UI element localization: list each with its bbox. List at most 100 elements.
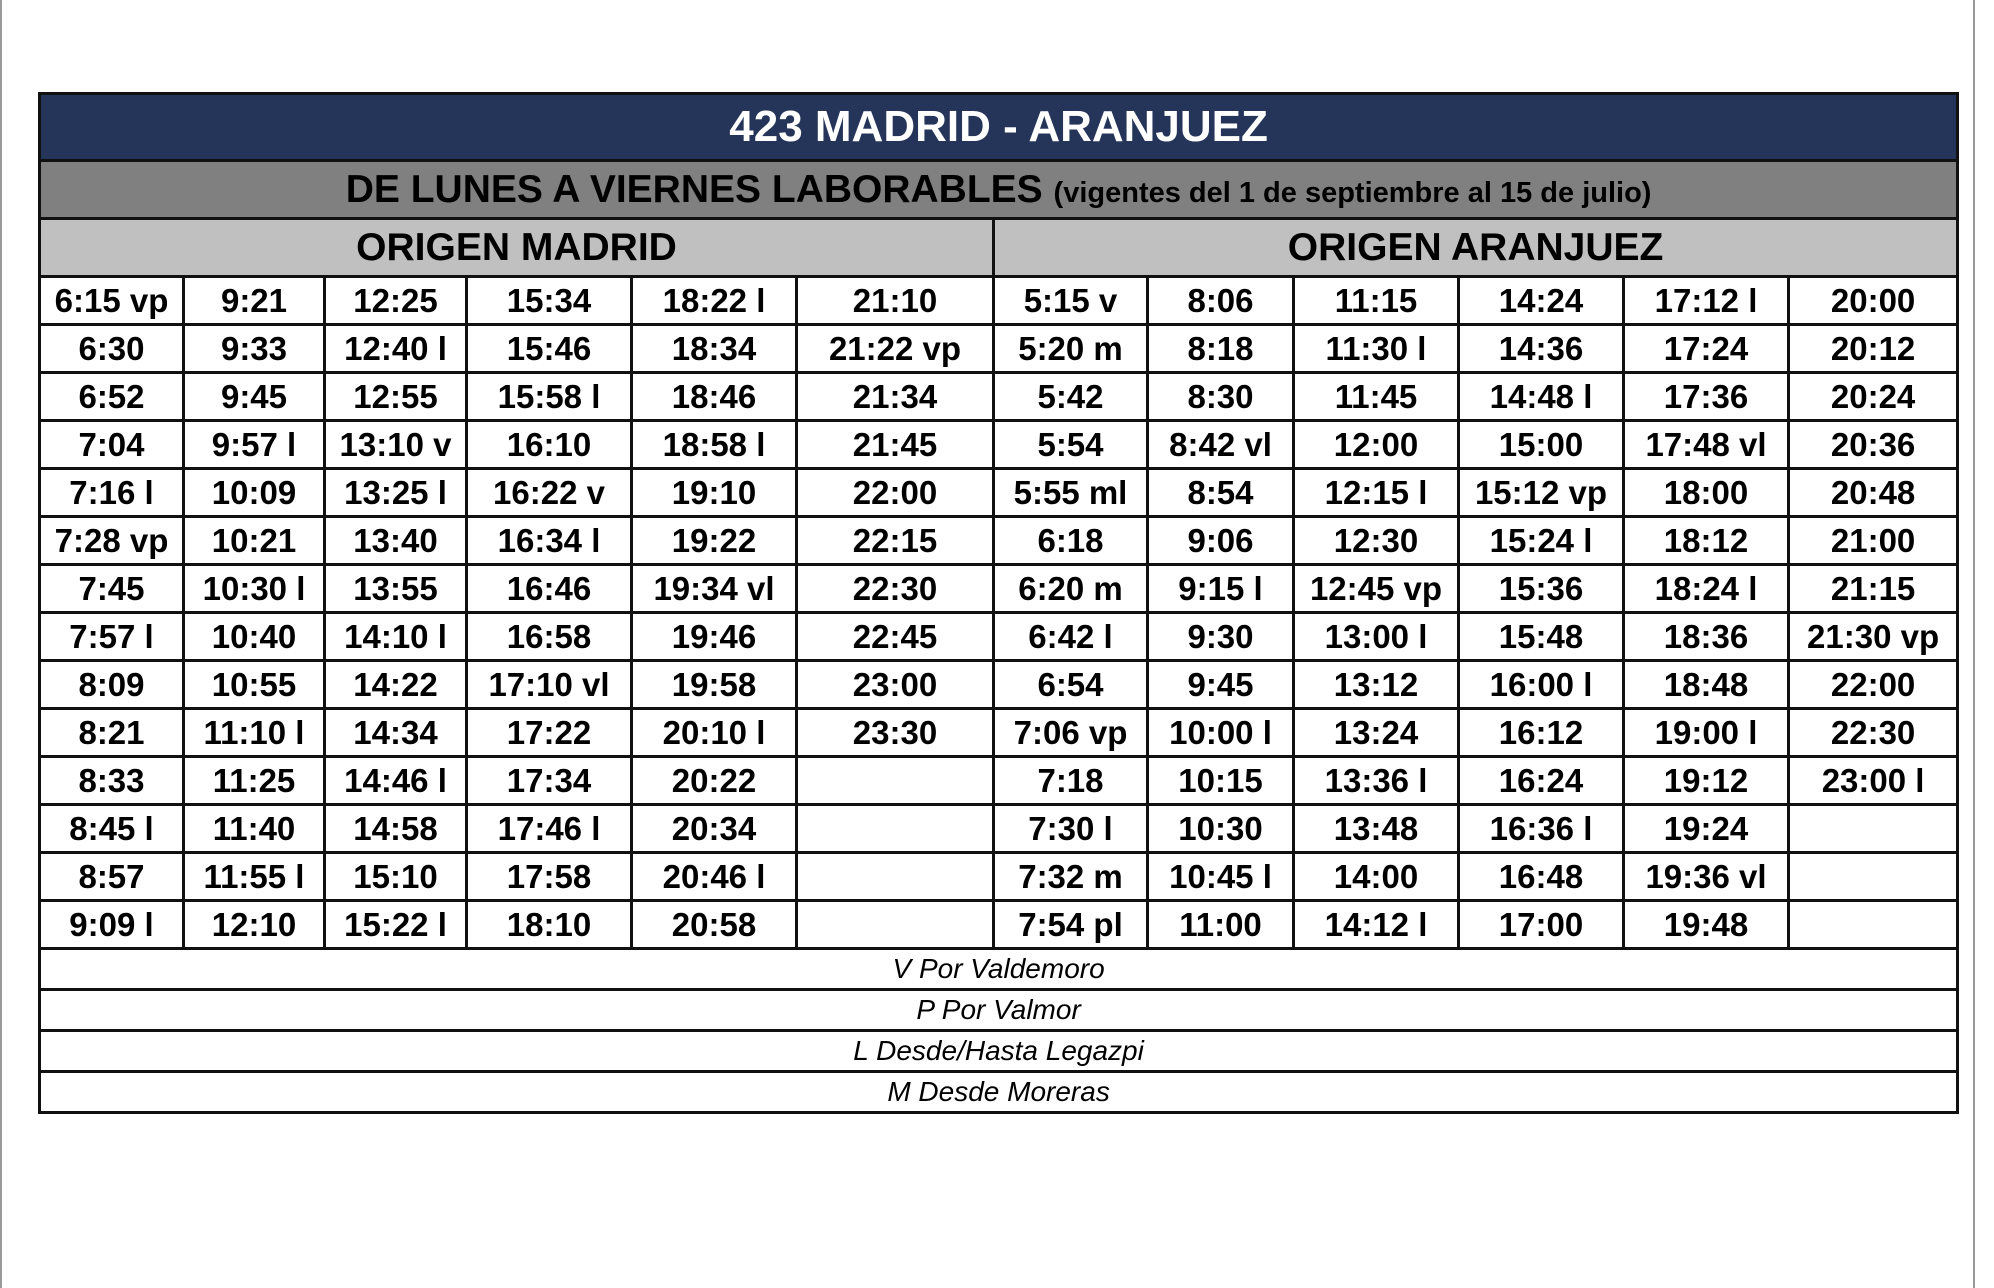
time-cell: 6:18 [992, 515, 1149, 566]
time-cell: 19:12 [1622, 755, 1790, 806]
time-cell: 13:25 l [323, 467, 468, 518]
schedule-row: 8:33 11:25 14:46 l 17:34 20:22 7:18 10:15 13:36… [38, 755, 1960, 806]
time-cell: 5:55 ml [992, 467, 1149, 518]
time-cell: 17:36 [1622, 371, 1790, 422]
time-cell: 7:54 pl [992, 899, 1149, 950]
time-cell: 8:54 [1146, 467, 1295, 518]
time-cell: 9:45 [1146, 659, 1295, 710]
time-cell: 9:45 [182, 371, 326, 422]
time-cell: 10:00 l [1146, 707, 1295, 758]
time-cell: 7:30 l [992, 803, 1149, 854]
subtitle: DE LUNES A VIERNES LABORABLES [345, 167, 1043, 211]
time-cell: 8:18 [1146, 323, 1295, 374]
time-cell: 9:30 [1146, 611, 1295, 662]
time-cell: 19:58 [630, 659, 798, 710]
time-cell: 20:10 l [630, 707, 798, 758]
time-cell: 17:34 [465, 755, 633, 806]
time-cell: 10:45 l [1146, 851, 1295, 902]
time-cell: 20:12 [1786, 323, 1960, 374]
time-cell [795, 803, 995, 854]
schedule-row: 7:16 l 10:09 13:25 l 16:22 v 19:10 22:00 5:55 … [38, 467, 1960, 518]
time-cell: 9:09 l [38, 899, 185, 950]
time-cell: 12:40 l [323, 323, 468, 374]
time-cell: 19:36 vl [1622, 851, 1790, 902]
time-cell: 20:46 l [630, 851, 798, 902]
time-cell: 17:12 l [1622, 275, 1790, 326]
time-cell: 11:45 [1292, 371, 1460, 422]
time-cell: 20:48 [1786, 467, 1960, 518]
time-cell: 9:15 l [1146, 563, 1295, 614]
time-cell: 16:12 [1457, 707, 1625, 758]
time-cell: 22:30 [795, 563, 995, 614]
note-row: V Por Valdemoro [37, 947, 1960, 991]
time-cell: 17:00 [1457, 899, 1625, 950]
timetable: 423 MADRID - ARANJUEZ DE LUNES A VIERNES… [37, 92, 1960, 1114]
time-cell: 8:57 [38, 851, 185, 902]
time-cell: 20:58 [630, 899, 798, 950]
time-cell [795, 899, 995, 950]
time-cell: 10:40 [182, 611, 326, 662]
time-cell: 9:33 [182, 323, 326, 374]
time-cell: 12:00 [1292, 419, 1460, 470]
schedule-row: 8:57 11:55 l 15:10 17:58 20:46 l 7:32 m 10:45 … [38, 851, 1960, 902]
time-cell: 8:21 [38, 707, 185, 758]
time-cell [795, 851, 995, 902]
subtitle-cell: DE LUNES A VIERNES LABORABLES (vigentes … [37, 159, 1960, 220]
time-cell: 16:00 l [1457, 659, 1625, 710]
schedule-row: 7:04 9:57 l 13:10 v 16:10 18:58 l 21:45 5:54 8:… [38, 419, 1960, 470]
time-cell: 5:54 [992, 419, 1149, 470]
time-cell: 17:24 [1622, 323, 1790, 374]
validity: (vigentes del 1 de septiembre al 15 de j… [1053, 176, 1652, 209]
time-cell: 18:24 l [1622, 563, 1790, 614]
time-cell: 21:45 [795, 419, 995, 470]
time-cell: 11:00 [1146, 899, 1295, 950]
time-cell: 11:10 l [182, 707, 326, 758]
time-cell: 21:15 [1786, 563, 1960, 614]
time-cell: 22:00 [795, 467, 995, 518]
time-cell: 18:12 [1622, 515, 1790, 566]
time-cell: 15:46 [465, 323, 633, 374]
schedule-row: 7:45 10:30 l 13:55 16:46 19:34 vl 22:30 6:20 m… [38, 563, 1960, 614]
time-cell: 20:00 [1786, 275, 1960, 326]
time-cell: 11:30 l [1292, 323, 1460, 374]
time-cell: 22:15 [795, 515, 995, 566]
time-cell: 18:46 [630, 371, 798, 422]
time-cell: 22:45 [795, 611, 995, 662]
time-cell: 18:48 [1622, 659, 1790, 710]
time-cell: 16:58 [465, 611, 633, 662]
time-cell: 11:25 [182, 755, 326, 806]
time-cell: 15:00 [1457, 419, 1625, 470]
note: M Desde Moreras [37, 1070, 1960, 1114]
time-cell: 7:06 vp [992, 707, 1149, 758]
time-cell: 8:06 [1146, 275, 1295, 326]
time-cell: 19:48 [1622, 899, 1790, 950]
time-cell: 15:58 l [465, 371, 633, 422]
time-cell: 13:40 [323, 515, 468, 566]
time-cell: 12:55 [323, 371, 468, 422]
origin-header: ORIGEN MADRID [38, 217, 995, 278]
title: 423 MADRID - ARANJUEZ [37, 92, 1960, 162]
time-cell: 5:42 [992, 371, 1149, 422]
time-cell: 7:16 l [38, 467, 185, 518]
time-cell: 19:34 vl [630, 563, 798, 614]
time-cell: 19:24 [1622, 803, 1790, 854]
page-edge [0, 0, 2, 1288]
time-cell: 15:24 l [1457, 515, 1625, 566]
time-cell: 16:34 l [465, 515, 633, 566]
page-edge [1973, 0, 1975, 1288]
time-cell [1786, 851, 1960, 902]
time-cell: 18:36 [1622, 611, 1790, 662]
time-cell: 10:30 l [182, 563, 326, 614]
time-cell: 18:00 [1622, 467, 1790, 518]
time-cell: 15:36 [1457, 563, 1625, 614]
time-cell: 16:10 [465, 419, 633, 470]
time-cell: 6:30 [38, 323, 185, 374]
time-cell [1786, 899, 1960, 950]
schedule-row: 9:09 l 12:10 15:22 l 18:10 20:58 7:54 pl 11:00… [38, 899, 1960, 950]
time-cell: 14:36 [1457, 323, 1625, 374]
time-cell: 14:24 [1457, 275, 1625, 326]
time-cell: 13:24 [1292, 707, 1460, 758]
note-row: P Por Valmor [37, 988, 1960, 1032]
time-cell: 18:58 l [630, 419, 798, 470]
time-cell: 7:32 m [992, 851, 1149, 902]
